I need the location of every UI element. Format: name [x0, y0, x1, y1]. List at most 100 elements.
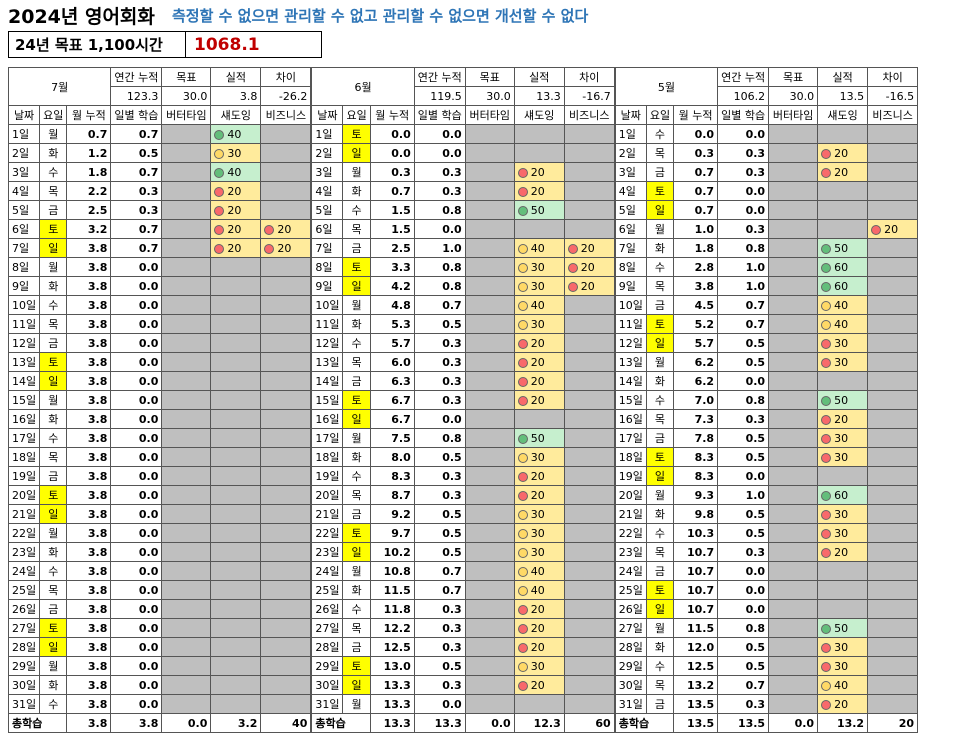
- weekday-cell[interactable]: 월: [645, 219, 675, 239]
- shadowing-cell[interactable]: 50: [817, 390, 869, 410]
- weekday-cell[interactable]: 화: [39, 276, 68, 296]
- business-cell[interactable]: [260, 371, 312, 391]
- weekday-cell[interactable]: 수: [645, 656, 675, 676]
- daily-cell[interactable]: 0.5: [717, 352, 770, 372]
- business-cell[interactable]: [867, 257, 919, 277]
- month-cum-cell[interactable]: 3.2: [66, 219, 112, 239]
- business-cell[interactable]: [563, 656, 615, 676]
- business-cell[interactable]: [260, 542, 312, 562]
- date-cell[interactable]: 22일: [614, 523, 647, 543]
- month-cum-cell[interactable]: 4.8: [369, 295, 415, 315]
- business-cell[interactable]: [563, 333, 615, 353]
- weekday-cell[interactable]: 목: [645, 143, 675, 163]
- total-daily[interactable]: 3.8: [110, 713, 163, 733]
- buttertime-cell[interactable]: [768, 599, 819, 619]
- buttertime-cell[interactable]: [464, 390, 515, 410]
- date-cell[interactable]: 22일: [311, 523, 344, 543]
- diff-label[interactable]: 차이: [867, 67, 919, 87]
- date-cell[interactable]: 14일: [614, 371, 647, 391]
- buttertime-cell[interactable]: [768, 162, 819, 182]
- shadowing-cell[interactable]: 60: [817, 485, 869, 505]
- weekday-cell[interactable]: 목: [39, 181, 68, 201]
- shadowing-cell[interactable]: [210, 656, 262, 676]
- buttertime-cell[interactable]: [161, 371, 212, 391]
- shadowing-cell[interactable]: 50: [817, 618, 869, 638]
- buttertime-cell[interactable]: [464, 333, 515, 353]
- buttertime-cell[interactable]: [464, 561, 515, 581]
- business-cell[interactable]: [867, 656, 919, 676]
- month-cum-cell[interactable]: 3.8: [66, 504, 112, 524]
- business-cell[interactable]: [867, 580, 919, 600]
- shadowing-cell[interactable]: 20: [513, 618, 565, 638]
- month-cum-cell[interactable]: 10.8: [369, 561, 415, 581]
- business-cell[interactable]: [867, 428, 919, 448]
- daily-cell[interactable]: 0.0: [110, 257, 163, 277]
- buttertime-cell[interactable]: [464, 276, 515, 296]
- weekday-cell[interactable]: 화: [342, 181, 371, 201]
- date-cell[interactable]: 21일: [311, 504, 344, 524]
- date-cell[interactable]: 5일: [311, 200, 344, 220]
- weekday-cell[interactable]: 목: [645, 276, 675, 296]
- shadowing-cell[interactable]: 20: [210, 181, 262, 201]
- shadowing-cell[interactable]: 20: [513, 333, 565, 353]
- shadowing-cell[interactable]: 30: [817, 637, 869, 657]
- month-cum-cell[interactable]: 3.8: [66, 618, 112, 638]
- business-cell[interactable]: [260, 618, 312, 638]
- buttertime-cell[interactable]: [768, 428, 819, 448]
- weekday-cell[interactable]: 토: [39, 219, 68, 239]
- business-cell[interactable]: [260, 124, 312, 144]
- weekday-cell[interactable]: 토: [342, 656, 371, 676]
- date-cell[interactable]: 19일: [7, 466, 41, 486]
- weekday-cell[interactable]: 월: [39, 257, 68, 277]
- daily-cell[interactable]: 0.3: [413, 352, 466, 372]
- buttertime-cell[interactable]: [768, 295, 819, 315]
- buttertime-cell[interactable]: [161, 599, 212, 619]
- shadowing-cell[interactable]: 40: [210, 124, 262, 144]
- buttertime-cell[interactable]: [768, 694, 819, 714]
- daily-cell[interactable]: 0.0: [110, 637, 163, 657]
- shadowing-cell[interactable]: [210, 599, 262, 619]
- daily-cell[interactable]: 0.0: [413, 409, 466, 429]
- shadowing-cell[interactable]: 60: [817, 276, 869, 296]
- date-cell[interactable]: 31일: [311, 694, 344, 714]
- business-cell[interactable]: [260, 200, 312, 220]
- daily-cell[interactable]: 0.3: [110, 181, 163, 201]
- date-cell[interactable]: 28일: [7, 637, 41, 657]
- shadowing-cell[interactable]: 20: [817, 143, 869, 163]
- month-cum-cell[interactable]: 3.8: [66, 675, 112, 695]
- business-cell[interactable]: [260, 428, 312, 448]
- shadowing-cell[interactable]: [210, 409, 262, 429]
- daily-cell[interactable]: 0.5: [413, 504, 466, 524]
- weekday-cell[interactable]: 금: [645, 694, 675, 714]
- month-cum-cell[interactable]: 3.8: [66, 295, 112, 315]
- shadowing-cell[interactable]: [817, 561, 869, 581]
- col-header-month-cum[interactable]: 월 누적: [673, 105, 719, 125]
- business-cell[interactable]: [867, 390, 919, 410]
- col-header-weekday[interactable]: 요일: [39, 105, 68, 125]
- buttertime-cell[interactable]: [464, 618, 515, 638]
- business-cell[interactable]: [867, 466, 919, 486]
- business-cell[interactable]: [563, 371, 615, 391]
- business-cell[interactable]: [260, 523, 312, 543]
- col-header-daily[interactable]: 일별 학습: [110, 105, 163, 125]
- buttertime-cell[interactable]: [464, 428, 515, 448]
- weekday-cell[interactable]: 일: [39, 371, 68, 391]
- buttertime-cell[interactable]: [161, 485, 212, 505]
- total-label[interactable]: 총학습: [311, 713, 371, 733]
- shadowing-cell[interactable]: 40: [817, 675, 869, 695]
- daily-cell[interactable]: 0.8: [413, 257, 466, 277]
- date-cell[interactable]: 6일: [614, 219, 647, 239]
- business-cell[interactable]: [563, 618, 615, 638]
- daily-cell[interactable]: 1.0: [717, 276, 770, 296]
- date-cell[interactable]: 17일: [7, 428, 41, 448]
- date-cell[interactable]: 25일: [614, 580, 647, 600]
- shadowing-cell[interactable]: 40: [817, 295, 869, 315]
- buttertime-cell[interactable]: [768, 314, 819, 334]
- weekday-cell[interactable]: 수: [39, 162, 68, 182]
- buttertime-cell[interactable]: [768, 124, 819, 144]
- shadowing-cell[interactable]: [210, 447, 262, 467]
- month-cum-cell[interactable]: 8.0: [369, 447, 415, 467]
- month-cum-cell[interactable]: 3.8: [66, 523, 112, 543]
- month-cum-cell[interactable]: 2.2: [66, 181, 112, 201]
- month-cum-cell[interactable]: 0.7: [369, 181, 415, 201]
